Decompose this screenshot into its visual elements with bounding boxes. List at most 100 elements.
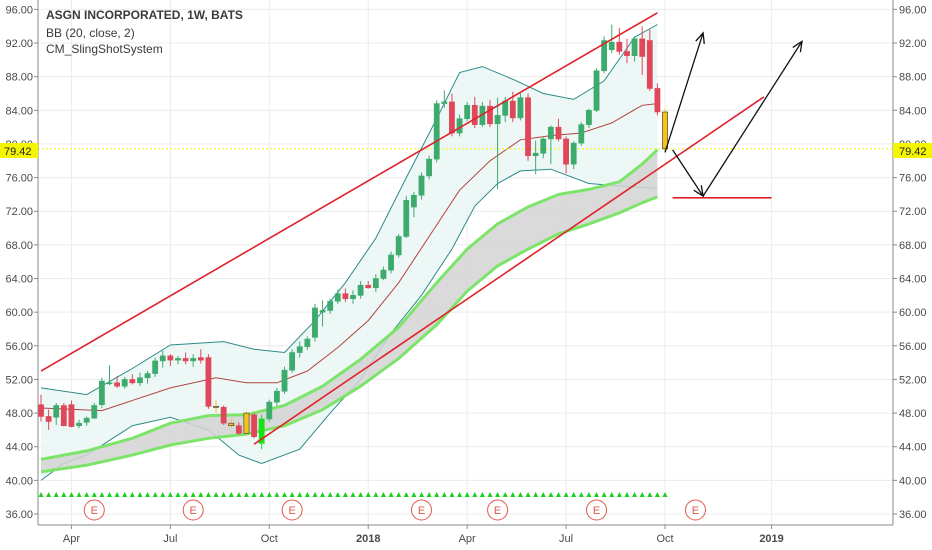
- candle[interactable]: [525, 93, 531, 161]
- candle[interactable]: [540, 137, 547, 159]
- candles[interactable]: [38, 24, 668, 450]
- y-tick-label-left: 52.00: [5, 374, 33, 386]
- candle[interactable]: [563, 136, 569, 174]
- candle[interactable]: [60, 402, 67, 427]
- candle[interactable]: [137, 372, 143, 387]
- candle[interactable]: [418, 172, 425, 200]
- candle[interactable]: [662, 108, 668, 151]
- candle[interactable]: [251, 413, 257, 439]
- candle[interactable]: [243, 411, 250, 436]
- candle[interactable]: [464, 101, 471, 122]
- y-tick-label-right: 36.00: [899, 509, 927, 521]
- candle[interactable]: [175, 355, 181, 365]
- earnings-marker[interactable]: E: [586, 499, 608, 521]
- earnings-marker[interactable]: E: [83, 499, 105, 521]
- candle[interactable]: [646, 29, 653, 91]
- candle[interactable]: [388, 251, 394, 274]
- candle[interactable]: [304, 336, 311, 351]
- candle[interactable]: [91, 402, 98, 419]
- candle[interactable]: [487, 100, 493, 128]
- candle-body: [517, 97, 524, 119]
- candle[interactable]: [167, 354, 174, 366]
- candle[interactable]: [631, 36, 638, 62]
- candle[interactable]: [342, 288, 349, 303]
- axes: 96.00 96.00 92.00 92.00 88.00 88.00 84.00 84.00…: [5, 0, 927, 545]
- candle[interactable]: [281, 366, 288, 394]
- candle[interactable]: [365, 281, 372, 289]
- candle[interactable]: [144, 371, 151, 384]
- candle[interactable]: [654, 83, 661, 116]
- candle-body: [121, 379, 128, 387]
- candle[interactable]: [274, 387, 280, 406]
- candle[interactable]: [380, 266, 387, 281]
- candle[interactable]: [289, 349, 296, 373]
- candle[interactable]: [426, 155, 433, 180]
- candle[interactable]: [433, 100, 440, 163]
- candle[interactable]: [68, 400, 75, 428]
- candle[interactable]: [350, 290, 356, 304]
- legend: ASGN INCORPORATED, 1W, BATS BB (20, clos…: [46, 8, 243, 56]
- candle[interactable]: [395, 233, 402, 258]
- candle[interactable]: [639, 26, 646, 75]
- candle[interactable]: [517, 93, 524, 121]
- candle[interactable]: [601, 36, 608, 74]
- candle[interactable]: [129, 374, 136, 385]
- candle[interactable]: [190, 354, 197, 367]
- signal-triangle: [479, 492, 485, 497]
- candle[interactable]: [235, 422, 242, 435]
- candle[interactable]: [624, 38, 630, 64]
- candle[interactable]: [98, 377, 105, 409]
- earnings-marker[interactable]: E: [487, 499, 509, 521]
- candle[interactable]: [106, 365, 113, 386]
- candle[interactable]: [76, 419, 82, 429]
- candle[interactable]: [334, 289, 341, 304]
- signal-triangle: [632, 492, 638, 497]
- candle[interactable]: [570, 141, 577, 170]
- earnings-marker[interactable]: E: [281, 499, 303, 521]
- candle[interactable]: [220, 405, 227, 425]
- candle[interactable]: [205, 354, 212, 409]
- candle[interactable]: [410, 191, 417, 218]
- candle[interactable]: [471, 96, 478, 128]
- candle[interactable]: [327, 298, 334, 314]
- candle[interactable]: [152, 357, 159, 377]
- earnings-marker[interactable]: E: [182, 499, 204, 521]
- candle[interactable]: [121, 376, 128, 389]
- candle[interactable]: [312, 303, 318, 342]
- candle[interactable]: [372, 274, 379, 292]
- candle[interactable]: [159, 350, 166, 368]
- candle[interactable]: [441, 90, 448, 108]
- drawings[interactable]: [40, 12, 803, 445]
- candle[interactable]: [83, 416, 90, 426]
- candle[interactable]: [586, 108, 592, 128]
- signal-triangle: [53, 492, 59, 497]
- candle[interactable]: [578, 122, 585, 146]
- candle[interactable]: [114, 376, 120, 388]
- candle[interactable]: [357, 281, 364, 299]
- candle[interactable]: [403, 196, 410, 239]
- candle[interactable]: [532, 140, 539, 175]
- candle[interactable]: [197, 349, 204, 364]
- candle[interactable]: [45, 409, 52, 430]
- candle[interactable]: [182, 352, 189, 365]
- candle[interactable]: [319, 300, 326, 327]
- candle[interactable]: [266, 399, 273, 422]
- candle-body: [350, 295, 356, 300]
- candle[interactable]: [296, 341, 303, 358]
- candle[interactable]: [593, 68, 600, 113]
- candle[interactable]: [616, 27, 623, 55]
- candle[interactable]: [213, 400, 219, 414]
- candle[interactable]: [494, 97, 501, 190]
- candle[interactable]: [53, 402, 60, 425]
- earnings-label: E: [494, 505, 501, 517]
- earnings-marker[interactable]: E: [411, 499, 432, 521]
- earnings-marker[interactable]: E: [684, 499, 706, 521]
- candle[interactable]: [547, 125, 554, 165]
- candle[interactable]: [555, 118, 562, 142]
- candle-body: [197, 357, 204, 361]
- candle[interactable]: [228, 418, 235, 429]
- candle[interactable]: [258, 414, 265, 450]
- signal-triangle: [358, 492, 364, 497]
